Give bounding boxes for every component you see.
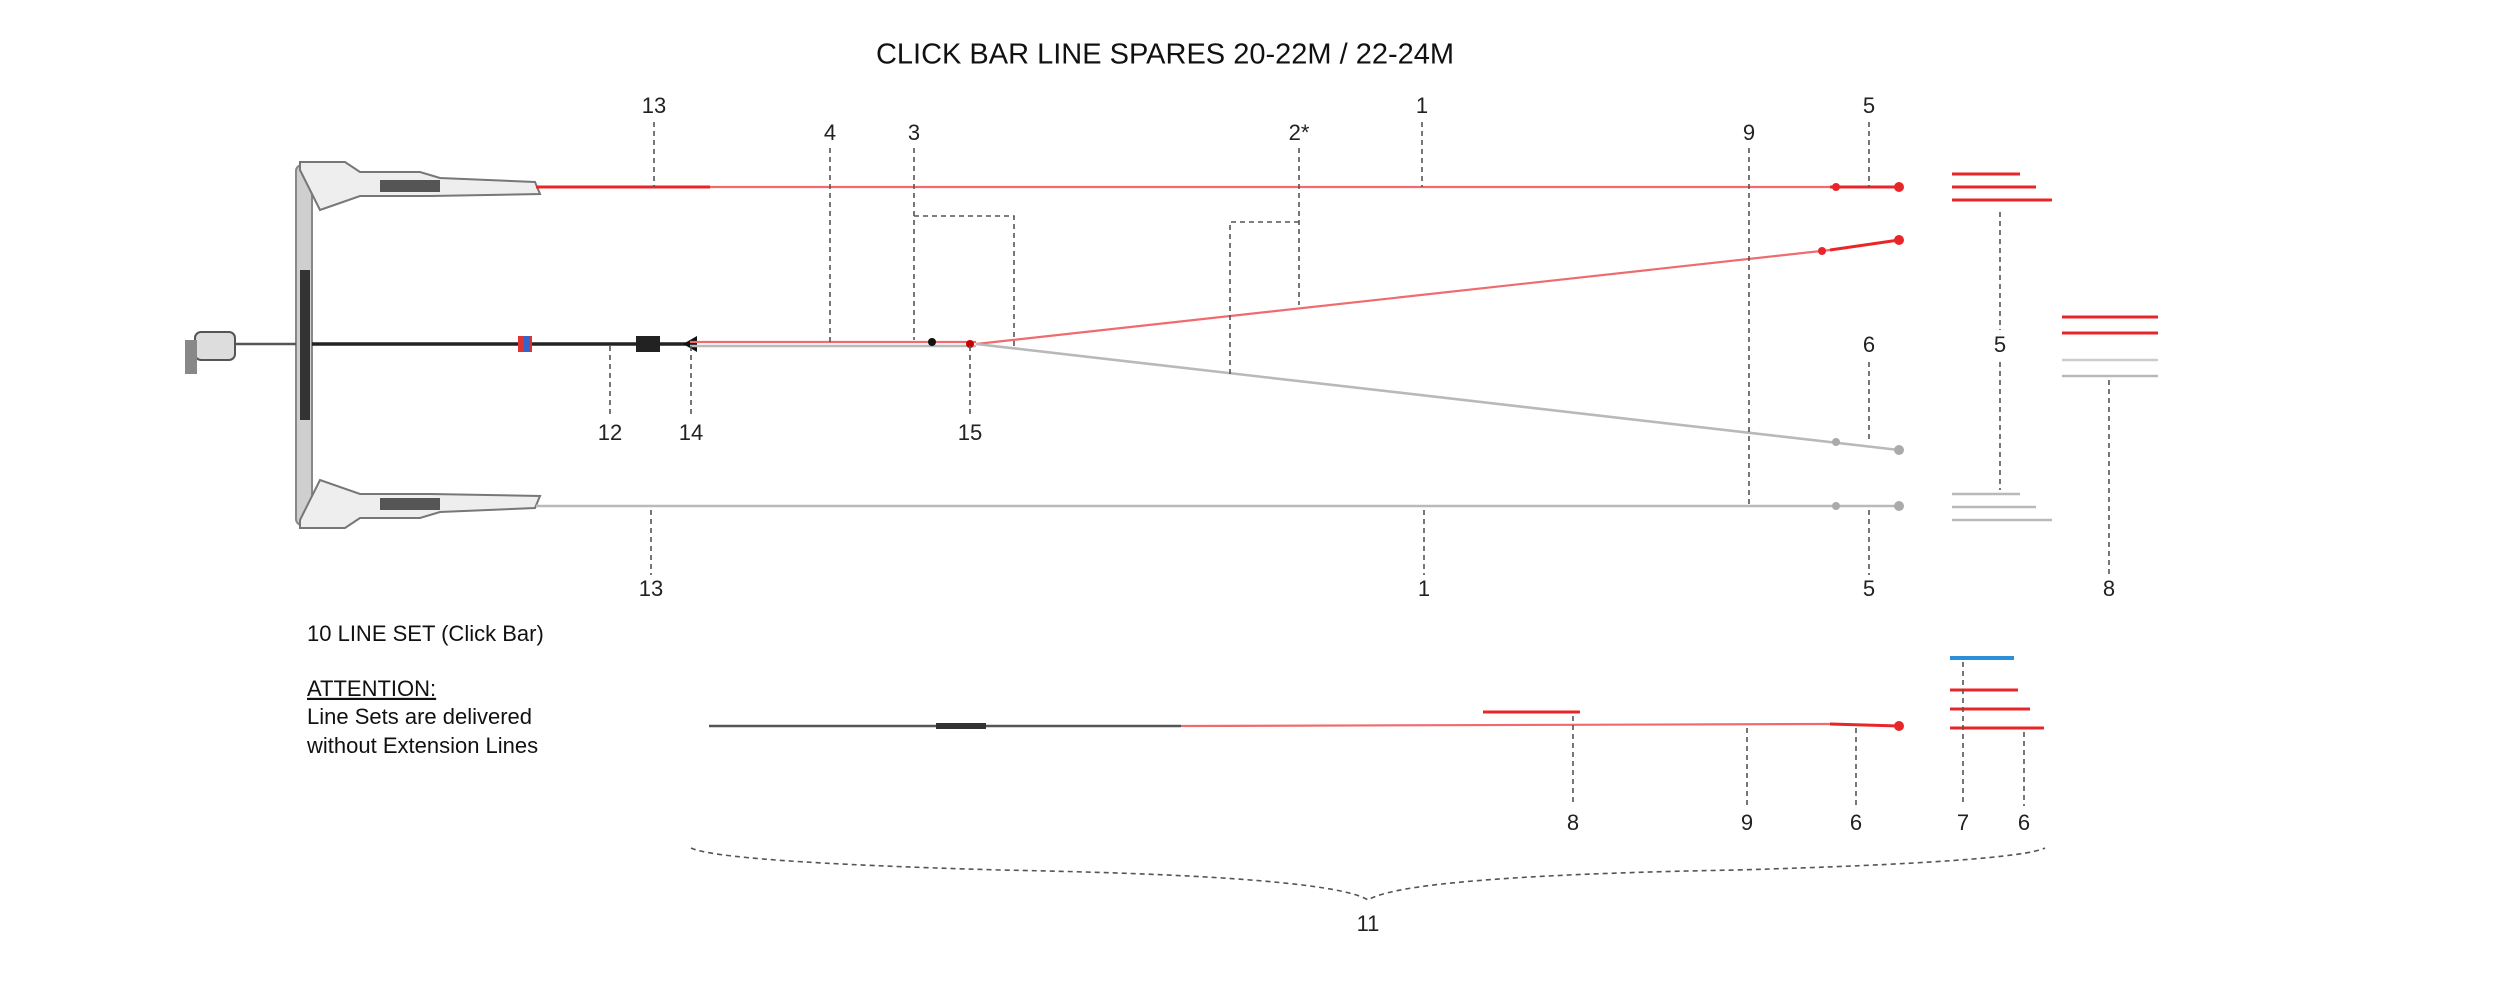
callout-number: 8 — [2103, 576, 2115, 601]
callout-number: 11 — [1357, 911, 1380, 936]
callout-number: 5 — [1863, 576, 1875, 601]
callout-number: 12 — [598, 420, 622, 445]
callout-number: 15 — [958, 420, 982, 445]
callout-number: 6 — [2018, 810, 2030, 835]
callout-number: 1 — [1416, 93, 1428, 118]
line-set-note: 10 LINE SET (Click Bar) — [307, 621, 544, 646]
callout-number: 2* — [1289, 120, 1310, 145]
attention-text: Line Sets are delivered — [307, 704, 532, 729]
title: CLICK BAR LINE SPARES 20-22M / 22-24M — [876, 39, 1454, 71]
callout-number: 13 — [639, 576, 663, 601]
callout-number: 13 — [642, 93, 666, 118]
callout-number: 6 — [1850, 810, 1862, 835]
callout-number: 5 — [1994, 332, 2006, 357]
attention-heading: ATTENTION: — [307, 676, 436, 701]
attention-text: without Extension Lines — [306, 733, 538, 758]
callout-number: 14 — [679, 420, 703, 445]
callout-number: 4 — [824, 120, 836, 145]
line-drawing — [185, 122, 2158, 901]
callout-number: 7 — [1957, 810, 1969, 835]
callout-number: 9 — [1743, 120, 1755, 145]
callout-number: 8 — [1567, 810, 1579, 835]
callout-number: 9 — [1741, 810, 1753, 835]
callout-number: 3 — [908, 120, 920, 145]
callout-number: 5 — [1863, 93, 1875, 118]
callout-number: 6 — [1863, 332, 1875, 357]
callout-number: 1 — [1418, 576, 1430, 601]
